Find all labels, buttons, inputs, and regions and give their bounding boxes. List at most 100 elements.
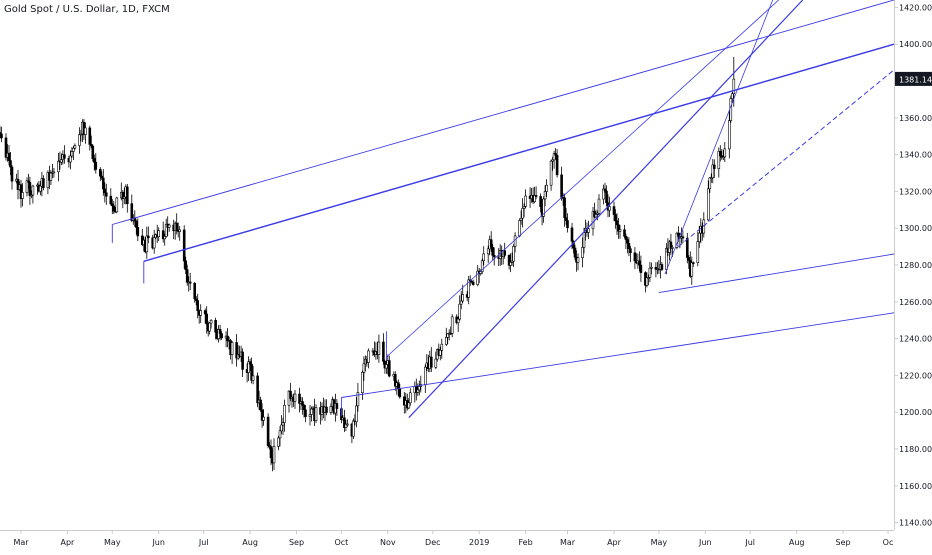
candle-body <box>552 153 556 161</box>
candle-body <box>157 230 160 237</box>
candle-body <box>727 120 731 150</box>
candle-body <box>423 366 427 385</box>
candle-body <box>362 363 366 373</box>
candle-body <box>100 175 104 179</box>
candle-body <box>343 417 346 428</box>
trendline[interactable] <box>678 69 895 247</box>
candle-body <box>471 281 475 285</box>
last-price-label: 1381.14 <box>899 75 932 84</box>
candle-body <box>696 241 700 263</box>
candle-body <box>52 171 56 174</box>
candle-body <box>491 247 495 256</box>
trendline[interactable] <box>341 312 895 398</box>
candle-body <box>31 185 35 196</box>
candle-body <box>147 235 150 239</box>
candle-body <box>196 300 199 312</box>
candle-body <box>486 248 490 255</box>
candle-body <box>79 133 83 136</box>
candle-body <box>218 329 222 334</box>
trendline[interactable] <box>408 0 804 419</box>
candle-body <box>182 229 186 262</box>
candle-body <box>645 277 649 286</box>
candle-body <box>440 343 444 351</box>
candle-body <box>507 255 511 266</box>
candle-body <box>408 392 412 404</box>
candle-body <box>650 266 653 269</box>
trendline[interactable] <box>664 0 774 275</box>
candle-body <box>248 361 252 365</box>
x-tick-label: Jun <box>698 538 712 547</box>
candle-body <box>115 197 119 213</box>
candle-body <box>614 214 617 222</box>
trendline[interactable] <box>143 43 895 262</box>
candle-body <box>304 409 307 417</box>
candle-body <box>281 422 285 426</box>
candle-body <box>361 371 364 393</box>
candle-body <box>325 406 328 413</box>
candle-body <box>208 322 211 332</box>
candle-body <box>533 195 536 202</box>
candle-body <box>513 235 517 247</box>
candle-body <box>298 393 301 404</box>
y-tick-label: 1140.00 <box>899 519 932 528</box>
candle-body <box>310 408 313 415</box>
candle-body <box>690 262 694 277</box>
y-tick-label: 1320.00 <box>899 187 932 196</box>
candle-body <box>396 382 400 390</box>
candle-body <box>456 318 460 324</box>
candle-body <box>434 358 438 368</box>
candle-body <box>467 279 471 298</box>
x-tick-label: Aug <box>242 538 258 547</box>
trendline[interactable] <box>112 0 895 225</box>
candle-body <box>84 127 87 135</box>
candle-body <box>21 192 24 199</box>
trendline[interactable] <box>658 253 895 294</box>
candle-body <box>226 335 229 342</box>
candle-body <box>0 133 3 139</box>
candle-body <box>721 156 725 159</box>
candle-body <box>262 416 265 421</box>
candle-body <box>241 351 244 370</box>
candle-body <box>618 229 622 232</box>
symbol-title: Gold Spot / U.S. Dollar, 1D, FXCM <box>4 4 170 15</box>
candle-body <box>576 257 580 263</box>
y-tick-label: 1180.00 <box>899 445 932 454</box>
y-tick-label: 1360.00 <box>899 114 932 123</box>
x-tick-label: Apr <box>607 538 622 547</box>
candle-body <box>256 375 259 404</box>
candle-body <box>90 144 93 147</box>
y-tick-label: 1400.00 <box>899 40 932 49</box>
candle-body <box>199 310 202 316</box>
candle-body <box>697 232 701 243</box>
candle-body <box>302 404 306 411</box>
candle-body <box>521 208 524 219</box>
candle-body <box>217 329 220 339</box>
candle-body <box>729 98 733 121</box>
trendline[interactable] <box>386 0 779 358</box>
candle-body <box>28 182 32 196</box>
candle-body <box>385 364 388 369</box>
x-tick-label: May <box>651 538 668 547</box>
candle-body <box>723 148 727 158</box>
candle-body <box>416 389 420 393</box>
y-tick-label: 1260.00 <box>899 298 932 307</box>
y-tick-label: 1240.00 <box>899 335 932 344</box>
candle-body <box>718 151 722 157</box>
candle-body <box>581 247 584 258</box>
candle-body <box>259 399 262 411</box>
candle-body <box>549 160 553 186</box>
candle-body <box>518 220 521 237</box>
candle-body <box>10 166 14 182</box>
candle-body <box>476 270 480 285</box>
candle-body <box>407 402 411 409</box>
candle-body <box>235 342 238 359</box>
candle-body <box>91 145 95 159</box>
candle-body <box>393 373 397 387</box>
candle-body <box>94 161 98 170</box>
candle-body <box>4 137 8 158</box>
candle-body <box>691 262 695 265</box>
y-tick-label: 1300.00 <box>899 224 932 233</box>
x-tick-label: Jul <box>198 538 209 547</box>
candle-body <box>706 188 710 221</box>
